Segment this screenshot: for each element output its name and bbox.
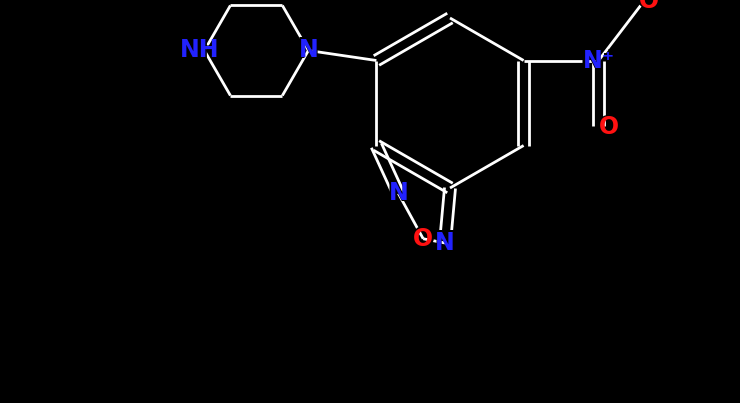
Text: O: O	[411, 225, 435, 253]
Text: N: N	[435, 231, 455, 255]
Text: NH: NH	[180, 39, 219, 62]
Text: N⁺: N⁺	[579, 46, 617, 75]
Text: O⁻: O⁻	[636, 0, 675, 15]
Text: O: O	[599, 116, 619, 139]
Text: N⁺: N⁺	[582, 48, 615, 73]
Text: O⁻: O⁻	[639, 0, 672, 12]
Text: N: N	[387, 179, 410, 208]
Text: O: O	[413, 227, 433, 251]
Text: N: N	[434, 229, 457, 257]
Text: N: N	[388, 181, 408, 206]
Text: N: N	[298, 39, 318, 62]
Text: O: O	[597, 114, 620, 141]
Text: NH: NH	[176, 37, 223, 64]
Text: N: N	[297, 37, 320, 64]
